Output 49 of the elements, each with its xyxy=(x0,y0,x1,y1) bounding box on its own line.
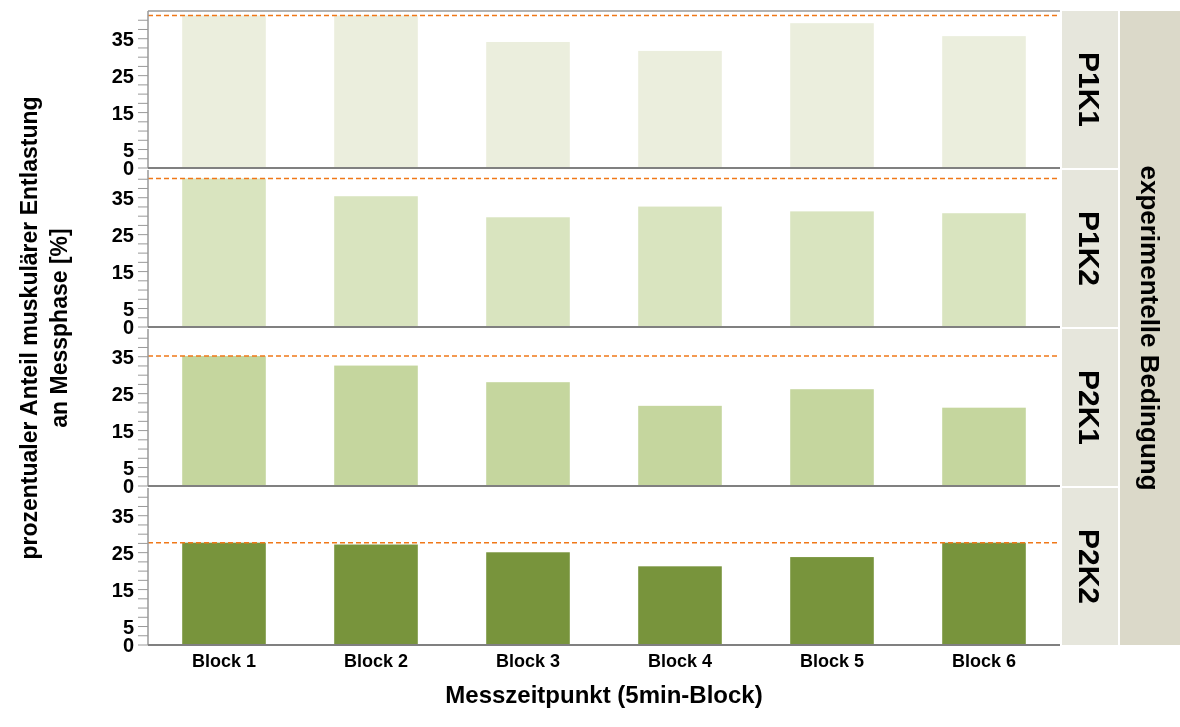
x-tick-label: Block 3 xyxy=(495,651,561,671)
bar xyxy=(182,178,266,327)
bar xyxy=(334,15,418,168)
bar xyxy=(486,382,570,486)
bar xyxy=(486,552,570,645)
bar xyxy=(638,206,722,327)
y-tick-label: 15 xyxy=(111,101,134,124)
text: P2K1 xyxy=(1073,369,1107,446)
bar xyxy=(486,42,570,168)
bar xyxy=(334,544,418,645)
y-tick-label: 35 xyxy=(111,186,134,209)
y-tick-label: 25 xyxy=(111,64,134,87)
text: P1K1 xyxy=(1073,51,1107,128)
x-tick-label: Block 2 xyxy=(343,651,409,671)
y-tick-label: 15 xyxy=(111,260,134,283)
text: P2K2 xyxy=(1073,528,1107,605)
bar xyxy=(942,542,1026,645)
y-tick-label: 15 xyxy=(111,419,134,442)
text: experimentelle Bedingung xyxy=(1134,165,1165,491)
bar xyxy=(790,23,874,168)
bar xyxy=(638,566,722,645)
x-tick-label: Block 5 xyxy=(799,651,865,671)
bar xyxy=(942,36,1026,168)
text: P1K2 xyxy=(1073,210,1107,287)
y-tick-label: 35 xyxy=(111,504,134,527)
x-tick-label: Block 4 xyxy=(647,651,713,671)
y-tick-label: 25 xyxy=(111,382,134,405)
y-tick-label: 15 xyxy=(111,578,134,601)
x-tick-label: Block 6 xyxy=(951,651,1017,671)
bar xyxy=(182,542,266,645)
x-tick-label: Block 1 xyxy=(191,651,257,671)
bar xyxy=(638,50,722,168)
bar xyxy=(182,15,266,168)
bar xyxy=(790,389,874,486)
y-tick-label: 35 xyxy=(111,345,134,368)
y-axis-title: prozentualer Anteil muskulärer Entlastung an Messphase [%] xyxy=(15,96,72,560)
bar xyxy=(182,355,266,486)
bar xyxy=(942,407,1026,486)
bar xyxy=(486,217,570,327)
bar xyxy=(334,365,418,486)
bar xyxy=(638,405,722,486)
y-tick-label: 35 xyxy=(111,27,134,50)
bar xyxy=(942,213,1026,327)
bar xyxy=(790,211,874,327)
y-tick-label: 25 xyxy=(111,223,134,246)
x-axis-title: Messzeitpunkt (5min-Block) xyxy=(445,681,763,708)
bar xyxy=(790,557,874,645)
bar xyxy=(334,196,418,327)
y-tick-label: 25 xyxy=(111,541,134,564)
